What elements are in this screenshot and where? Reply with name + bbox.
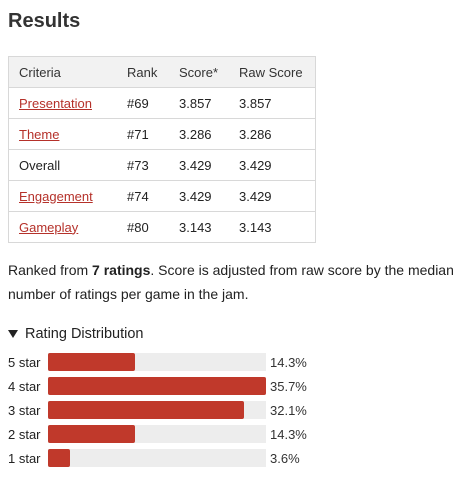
raw-score-cell: 3.143 (229, 211, 316, 243)
criteria-link-engagement[interactable]: Engagement (19, 188, 93, 204)
distribution-row: 1 star 3.6% (8, 449, 307, 467)
column-header-rank: Rank (117, 56, 169, 88)
ratings-summary: Ranked from 7 ratings. Score is adjusted… (8, 258, 463, 306)
bar-track (48, 401, 266, 419)
summary-prefix: Ranked from (8, 262, 93, 278)
results-title: Results (8, 10, 81, 32)
bar-track (48, 449, 266, 467)
table-row: Gameplay #80 3.143 3.143 (8, 211, 316, 243)
criteria-link-theme[interactable]: Theme (19, 126, 60, 142)
rating-distribution: 5 star 14.3% 4 star 35.7% 3 star 32.1% 2… (8, 353, 307, 473)
rating-distribution-title: Rating Distribution (25, 326, 144, 342)
rank-cell: #69 (117, 87, 169, 119)
rating-distribution-toggle[interactable]: Rating Distribution (8, 326, 143, 342)
criteria-label-overall: Overall (19, 157, 61, 173)
percent-label: 32.1% (270, 402, 307, 418)
table-row: Engagement #74 3.429 3.429 (8, 180, 316, 212)
criteria-link-presentation[interactable]: Presentation (19, 95, 92, 111)
rank-cell: #73 (117, 149, 169, 181)
percent-label: 35.7% (270, 378, 307, 394)
bar-track (48, 425, 266, 443)
criteria-cell: Theme (8, 118, 117, 150)
summary-suffix: . Score is adjusted from raw score by th… (8, 262, 454, 302)
results-table: Criteria Rank Score* Raw Score Presentat… (8, 56, 316, 243)
raw-score-cell: 3.429 (229, 180, 316, 212)
criteria-cell: Gameplay (8, 211, 117, 243)
score-cell: 3.857 (169, 87, 229, 119)
bar-track (48, 377, 266, 395)
percent-label: 14.3% (270, 354, 307, 370)
column-header-criteria: Criteria (8, 56, 117, 88)
percent-label: 14.3% (270, 426, 307, 442)
score-cell: 3.429 (169, 149, 229, 181)
distribution-row: 5 star 14.3% (8, 353, 307, 371)
raw-score-cell: 3.857 (229, 87, 316, 119)
rank-cell: #74 (117, 180, 169, 212)
criteria-cell: Engagement (8, 180, 117, 212)
criteria-cell: Presentation (8, 87, 117, 119)
bar-fill (48, 449, 70, 467)
bar-fill (48, 377, 266, 395)
star-label: 1 star (8, 450, 41, 466)
table-row: Overall #73 3.429 3.429 (8, 149, 316, 181)
distribution-row: 2 star 14.3% (8, 425, 307, 443)
star-label: 4 star (8, 378, 41, 394)
distribution-row: 4 star 35.7% (8, 377, 307, 395)
table-row: Presentation #69 3.857 3.857 (8, 87, 316, 119)
star-label: 3 star (8, 402, 41, 418)
star-label: 5 star (8, 354, 41, 370)
distribution-row: 3 star 32.1% (8, 401, 307, 419)
score-cell: 3.429 (169, 180, 229, 212)
column-header-score: Score* (169, 56, 229, 88)
percent-label: 3.6% (270, 450, 300, 466)
criteria-cell: Overall (8, 149, 117, 181)
table-row: Theme #71 3.286 3.286 (8, 118, 316, 150)
raw-score-cell: 3.286 (229, 118, 316, 150)
bar-fill (48, 401, 245, 419)
criteria-link-gameplay[interactable]: Gameplay (19, 219, 79, 235)
bar-fill (48, 425, 136, 443)
raw-score-cell: 3.429 (229, 149, 316, 181)
table-header-row: Criteria Rank Score* Raw Score (8, 56, 316, 88)
bar-fill (48, 353, 136, 371)
star-label: 2 star (8, 426, 41, 442)
score-cell: 3.143 (169, 211, 229, 243)
score-cell: 3.286 (169, 118, 229, 150)
column-header-raw-score: Raw Score (229, 56, 316, 88)
bar-track (48, 353, 266, 371)
rank-cell: #71 (117, 118, 169, 150)
ratings-count: 7 ratings (92, 262, 151, 278)
triangle-down-icon (8, 330, 18, 338)
rank-cell: #80 (117, 211, 169, 243)
